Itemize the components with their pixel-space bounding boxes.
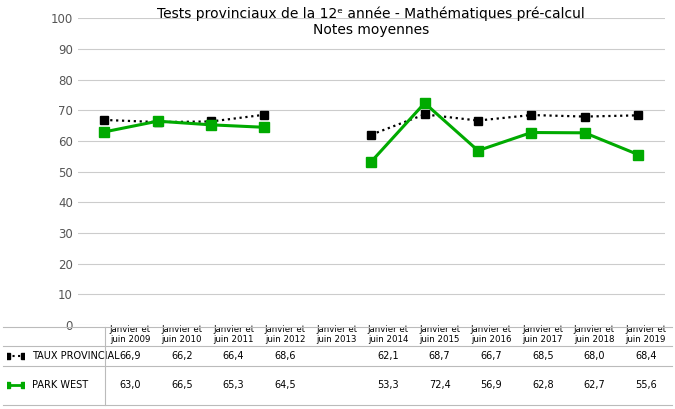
PARK WEST bbox=[154, 119, 162, 124]
TAUX PROVINCIAL bbox=[261, 112, 269, 117]
Text: Janvier et
juin 2009: Janvier et juin 2009 bbox=[110, 325, 151, 344]
Text: TAUX PROVINCIAL: TAUX PROVINCIAL bbox=[32, 351, 120, 361]
Text: Janvier et
juin 2015: Janvier et juin 2015 bbox=[419, 325, 460, 344]
Text: 53,3: 53,3 bbox=[377, 380, 399, 391]
Text: Janvier et
juin 2016: Janvier et juin 2016 bbox=[470, 325, 512, 344]
Text: 68,0: 68,0 bbox=[584, 351, 605, 361]
Line: PARK WEST: PARK WEST bbox=[99, 116, 269, 137]
Text: Janvier et
juin 2019: Janvier et juin 2019 bbox=[625, 325, 666, 344]
Text: Janvier et
juin 2010: Janvier et juin 2010 bbox=[161, 325, 202, 344]
Text: Janvier et
juin 2018: Janvier et juin 2018 bbox=[574, 325, 615, 344]
PARK WEST bbox=[101, 130, 109, 135]
Text: 64,5: 64,5 bbox=[274, 380, 296, 391]
TAUX PROVINCIAL bbox=[154, 119, 162, 124]
Text: Janvier et
juin 2011: Janvier et juin 2011 bbox=[213, 325, 254, 344]
TAUX PROVINCIAL bbox=[101, 117, 109, 122]
Text: 62,7: 62,7 bbox=[583, 380, 605, 391]
Text: 68,5: 68,5 bbox=[532, 351, 553, 361]
TAUX PROVINCIAL bbox=[207, 119, 215, 124]
Text: 66,2: 66,2 bbox=[171, 351, 193, 361]
Text: Janvier et
juin 2017: Janvier et juin 2017 bbox=[522, 325, 564, 344]
PARK WEST bbox=[207, 122, 215, 127]
Text: 62,8: 62,8 bbox=[532, 380, 553, 391]
Text: 68,6: 68,6 bbox=[274, 351, 296, 361]
Text: Janvier et
juin 2012: Janvier et juin 2012 bbox=[265, 325, 306, 344]
Text: 72,4: 72,4 bbox=[429, 380, 450, 391]
Text: 66,9: 66,9 bbox=[119, 351, 141, 361]
Text: Janvier et
juin 2013: Janvier et juin 2013 bbox=[316, 325, 357, 344]
Text: Tests provinciaux de la 12ᵉ année - Mathématiques pré-calcul
Notes moyennes: Tests provinciaux de la 12ᵉ année - Math… bbox=[157, 6, 585, 37]
Text: 68,7: 68,7 bbox=[429, 351, 450, 361]
Text: 66,5: 66,5 bbox=[171, 380, 193, 391]
Text: 68,4: 68,4 bbox=[635, 351, 657, 361]
Text: Janvier et
juin 2014: Janvier et juin 2014 bbox=[368, 325, 408, 344]
Line: TAUX PROVINCIAL: TAUX PROVINCIAL bbox=[101, 111, 268, 126]
Text: 63,0: 63,0 bbox=[119, 380, 141, 391]
Text: 62,1: 62,1 bbox=[377, 351, 399, 361]
Text: 65,3: 65,3 bbox=[223, 380, 244, 391]
Text: 56,9: 56,9 bbox=[481, 380, 502, 391]
Text: 66,4: 66,4 bbox=[223, 351, 244, 361]
Text: 55,6: 55,6 bbox=[635, 380, 657, 391]
Text: PARK WEST: PARK WEST bbox=[32, 380, 88, 391]
Text: 66,7: 66,7 bbox=[481, 351, 502, 361]
PARK WEST bbox=[261, 125, 269, 130]
